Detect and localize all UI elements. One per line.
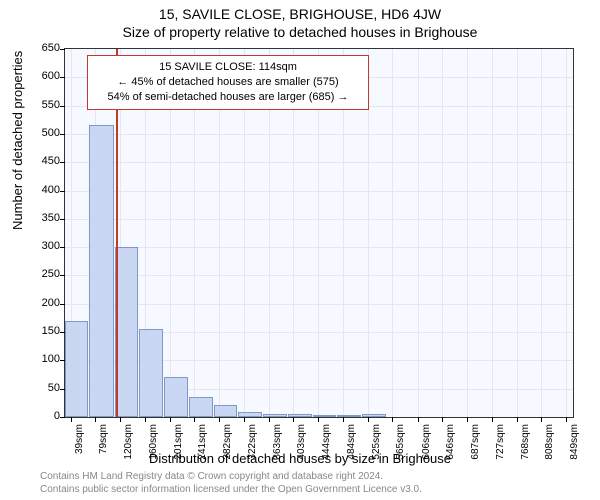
x-tick [293, 417, 294, 422]
x-tick-label: 525sqm [371, 424, 382, 464]
histogram-bar [189, 397, 213, 417]
x-tick-label: 565sqm [395, 424, 406, 464]
plot-area: 15 SAVILE CLOSE: 114sqm ← 45% of detache… [64, 48, 574, 418]
x-tick-label: 727sqm [495, 424, 506, 464]
y-tick-label: 400 [30, 184, 60, 196]
y-tick-label: 550 [30, 99, 60, 111]
y-tick [60, 106, 65, 107]
gridline-v [418, 49, 419, 417]
x-tick-label: 768sqm [520, 424, 531, 464]
x-tick-label: 363sqm [272, 424, 283, 464]
x-tick [368, 417, 369, 422]
x-tick-label: 687sqm [470, 424, 481, 464]
y-tick [60, 134, 65, 135]
x-tick-label: 808sqm [544, 424, 555, 464]
x-tick [492, 417, 493, 422]
x-tick [318, 417, 319, 422]
gridline-v [541, 49, 542, 417]
address-title: 15, SAVILE CLOSE, BRIGHOUSE, HD6 4JW [0, 0, 600, 22]
histogram-bar [139, 329, 163, 417]
y-tick [60, 162, 65, 163]
y-tick [60, 49, 65, 50]
x-tick-label: 282sqm [222, 424, 233, 464]
y-tick-label: 100 [30, 353, 60, 365]
y-tick-label: 150 [30, 325, 60, 337]
subtitle: Size of property relative to detached ho… [0, 22, 600, 40]
x-tick [541, 417, 542, 422]
x-tick-label: 849sqm [569, 424, 580, 464]
x-tick [244, 417, 245, 422]
y-tick-label: 500 [30, 127, 60, 139]
y-axis-label: Number of detached properties [10, 51, 25, 230]
histogram-bar [288, 414, 312, 417]
y-tick [60, 219, 65, 220]
x-tick [71, 417, 72, 422]
x-tick [219, 417, 220, 422]
x-tick-label: 444sqm [321, 424, 332, 464]
x-tick-label: 403sqm [296, 424, 307, 464]
y-tick [60, 247, 65, 248]
annotation-line1: 15 SAVILE CLOSE: 114sqm [96, 60, 360, 75]
x-tick-label: 39sqm [74, 424, 85, 464]
x-tick-label: 646sqm [445, 424, 456, 464]
x-tick-label: 241sqm [197, 424, 208, 464]
x-tick [343, 417, 344, 422]
y-tick-label: 300 [30, 240, 60, 252]
histogram-bar [238, 412, 262, 417]
x-tick-label: 120sqm [123, 424, 134, 464]
y-tick [60, 77, 65, 78]
x-tick [392, 417, 393, 422]
y-tick [60, 304, 65, 305]
x-tick-label: 322sqm [247, 424, 258, 464]
histogram-bar [65, 321, 88, 417]
x-tick [95, 417, 96, 422]
x-tick [442, 417, 443, 422]
y-tick [60, 191, 65, 192]
gridline-v [467, 49, 468, 417]
x-tick [467, 417, 468, 422]
annotation-line3: 54% of semi-detached houses are larger (… [96, 90, 360, 105]
gridline-v [442, 49, 443, 417]
x-tick [170, 417, 171, 422]
histogram-bar [313, 415, 336, 417]
x-tick [145, 417, 146, 422]
gridline-v [566, 49, 567, 417]
x-tick [194, 417, 195, 422]
y-tick-label: 350 [30, 212, 60, 224]
x-tick-label: 606sqm [421, 424, 432, 464]
y-tick-label: 600 [30, 70, 60, 82]
footer-line2: Contains public sector information licen… [40, 484, 422, 497]
annotation-line2: ← 45% of detached houses are smaller (57… [96, 75, 360, 90]
gridline-v [492, 49, 493, 417]
histogram-bar [362, 414, 385, 417]
x-tick-label: 160sqm [148, 424, 159, 464]
histogram-bar [337, 415, 361, 417]
y-tick-label: 50 [30, 382, 60, 394]
histogram-bar [89, 125, 113, 417]
histogram-bar [164, 377, 187, 417]
histogram-bar [263, 414, 286, 417]
y-tick-label: 0 [30, 410, 60, 422]
x-tick-label: 201sqm [173, 424, 184, 464]
footer-line1: Contains HM Land Registry data © Crown c… [40, 471, 422, 484]
annotation-box: 15 SAVILE CLOSE: 114sqm ← 45% of detache… [87, 55, 369, 110]
footer-attribution: Contains HM Land Registry data © Crown c… [40, 471, 422, 496]
x-tick [517, 417, 518, 422]
x-tick [120, 417, 121, 422]
histogram-bar [214, 405, 237, 417]
y-tick-label: 650 [30, 42, 60, 54]
x-tick-label: 484sqm [346, 424, 357, 464]
x-tick-label: 79sqm [98, 424, 109, 464]
y-tick-label: 250 [30, 268, 60, 280]
x-tick [566, 417, 567, 422]
y-tick [60, 417, 65, 418]
y-tick-label: 450 [30, 155, 60, 167]
gridline-v [392, 49, 393, 417]
x-tick [269, 417, 270, 422]
chart-container: 15, SAVILE CLOSE, BRIGHOUSE, HD6 4JW Siz… [0, 0, 600, 500]
gridline-v [517, 49, 518, 417]
x-tick [418, 417, 419, 422]
y-tick-label: 200 [30, 297, 60, 309]
y-tick [60, 275, 65, 276]
